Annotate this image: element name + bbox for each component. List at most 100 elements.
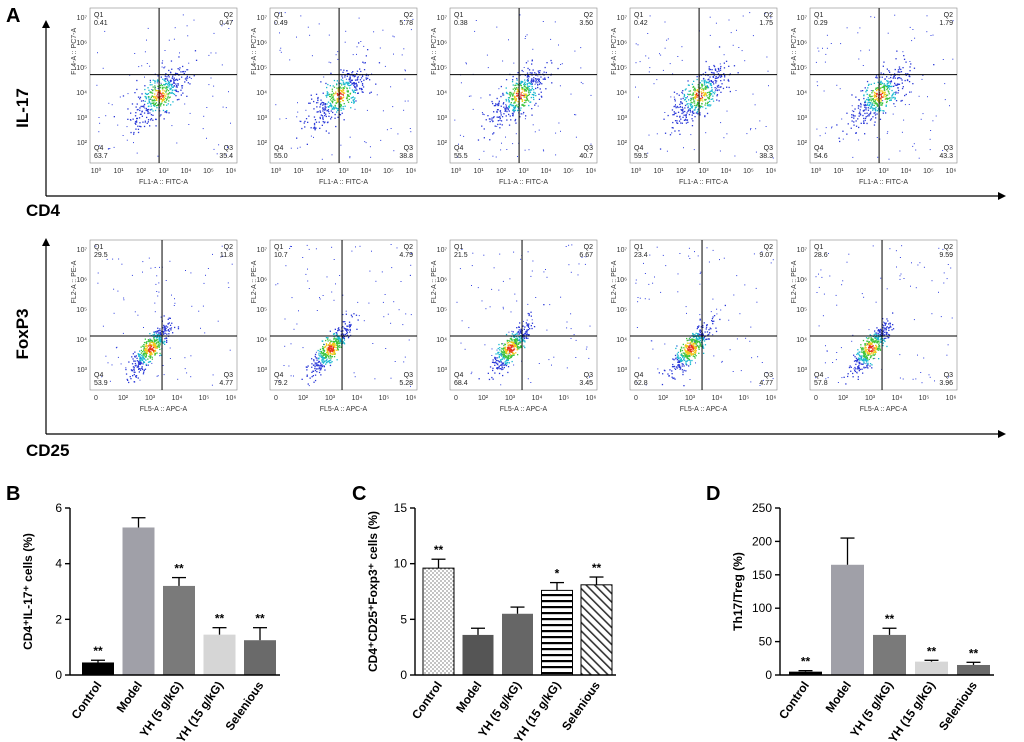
event-dot xyxy=(349,331,351,333)
event-dot xyxy=(687,353,689,355)
event-dot xyxy=(691,353,693,355)
event-dot xyxy=(522,325,524,327)
event-dot xyxy=(864,355,866,357)
event-dot xyxy=(138,353,140,355)
event-dot xyxy=(382,110,384,112)
event-dot xyxy=(691,106,693,108)
event-dot xyxy=(363,45,365,47)
event-dot xyxy=(904,79,906,82)
event-dot xyxy=(139,354,142,356)
quadrant-value-q2: 5.78 xyxy=(399,20,413,27)
event-dot xyxy=(877,101,880,103)
quadrant-value-q3: 38.3 xyxy=(759,153,773,160)
event-dot xyxy=(213,148,215,150)
event-dot xyxy=(864,133,866,135)
event-dot xyxy=(637,44,639,46)
event-dot xyxy=(325,343,328,345)
event-dot xyxy=(127,108,129,110)
event-dot xyxy=(514,345,517,348)
event-dot xyxy=(684,107,686,109)
event-dot xyxy=(935,115,937,117)
event-dot xyxy=(296,116,298,118)
event-dot xyxy=(333,259,335,260)
event-dot xyxy=(352,75,354,77)
event-dot xyxy=(144,100,146,102)
event-dot xyxy=(531,322,534,324)
event-dot xyxy=(514,340,516,342)
event-dot xyxy=(709,84,712,86)
event-dot xyxy=(908,81,911,83)
event-dot xyxy=(157,85,159,87)
event-dot xyxy=(307,121,309,123)
event-dot xyxy=(493,116,495,118)
event-dot xyxy=(929,149,931,151)
event-dot xyxy=(177,84,179,86)
x-tick-label: 10⁴ xyxy=(172,395,183,402)
y-tick-label: 10³ xyxy=(437,115,448,122)
event-dot xyxy=(566,367,568,369)
event-dot xyxy=(870,355,872,357)
event-dot xyxy=(305,273,307,275)
y-tick-label: 10² xyxy=(257,140,268,147)
event-dot xyxy=(318,367,320,369)
event-dot xyxy=(339,338,342,340)
event-dot xyxy=(231,263,233,265)
event-dot xyxy=(515,339,517,341)
event-dot xyxy=(139,125,141,127)
event-dot xyxy=(870,98,872,100)
event-dot xyxy=(164,95,166,97)
event-dot xyxy=(689,337,691,339)
event-dot xyxy=(535,80,538,82)
event-dot xyxy=(503,106,505,108)
event-dot xyxy=(492,117,495,119)
event-dot xyxy=(162,331,164,333)
event-dot xyxy=(727,78,729,80)
event-dot xyxy=(864,102,866,104)
event-dot xyxy=(863,122,865,124)
event-dot xyxy=(507,361,509,364)
event-dot xyxy=(702,338,704,341)
event-dot xyxy=(509,350,512,352)
event-dot xyxy=(879,92,881,94)
event-dot xyxy=(867,87,869,89)
y-tick-label: 10⁷ xyxy=(257,15,268,22)
event-dot xyxy=(893,85,895,87)
event-dot xyxy=(170,88,172,90)
event-dot xyxy=(174,27,176,29)
event-dot xyxy=(703,347,705,349)
event-dot xyxy=(518,329,520,331)
event-dot xyxy=(513,95,516,97)
event-dot xyxy=(144,88,146,91)
event-dot xyxy=(514,102,516,104)
event-dot xyxy=(644,298,646,300)
event-dot xyxy=(826,34,828,36)
event-dot xyxy=(538,93,540,95)
event-dot xyxy=(504,347,506,349)
event-dot xyxy=(746,133,748,135)
event-dot xyxy=(503,352,505,354)
event-dot xyxy=(695,93,697,96)
event-dot xyxy=(699,342,701,344)
event-dot xyxy=(543,150,545,152)
event-dot xyxy=(870,96,872,98)
event-dot xyxy=(706,331,709,333)
event-dot xyxy=(343,341,345,344)
event-dot xyxy=(348,95,350,97)
event-dot xyxy=(692,112,694,114)
event-dot xyxy=(499,349,501,351)
event-dot xyxy=(333,79,336,82)
event-dot xyxy=(494,356,496,359)
event-dot xyxy=(912,145,914,147)
event-dot xyxy=(524,74,526,76)
event-dot xyxy=(468,95,470,97)
event-dot xyxy=(355,314,358,316)
event-dot xyxy=(301,127,303,130)
event-dot xyxy=(690,353,692,355)
event-dot xyxy=(705,326,708,328)
event-dot xyxy=(531,87,533,90)
event-dot xyxy=(869,99,871,101)
event-dot xyxy=(140,363,142,365)
event-dot xyxy=(888,93,890,95)
event-dot xyxy=(177,326,180,328)
